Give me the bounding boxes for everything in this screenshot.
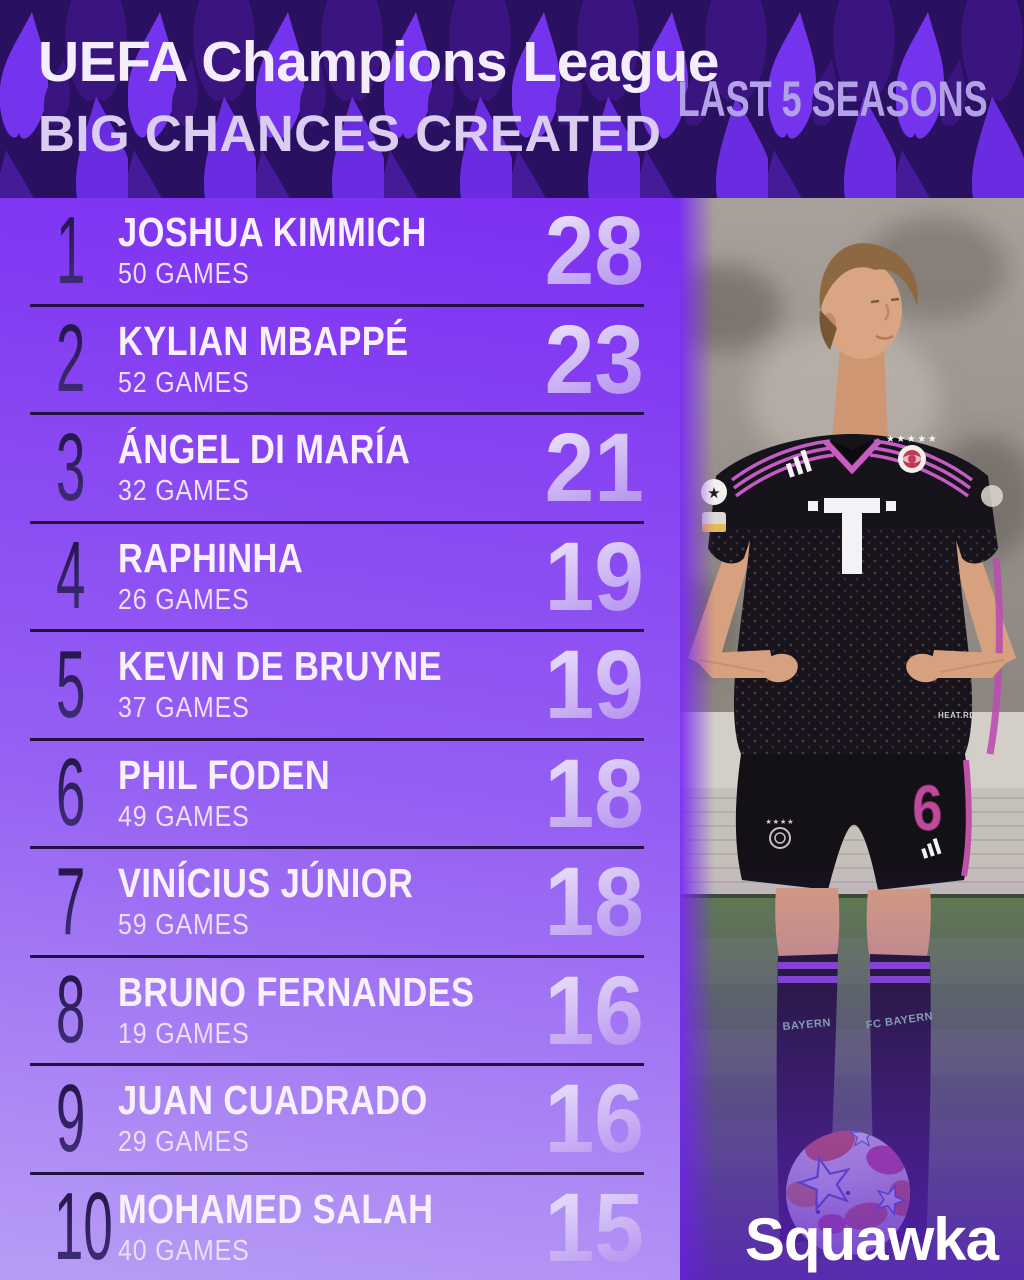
adidas-logo-icon xyxy=(785,449,812,478)
list-item: 4 RAPHINHA 26 GAMES 19 xyxy=(0,524,680,630)
games-count: 52 GAMES xyxy=(118,366,250,399)
value-number: 18 xyxy=(544,738,644,848)
rank-number: 3 xyxy=(56,413,86,521)
bayern-crest-icon: ★★★★ xyxy=(765,818,794,849)
player-photo: ★ ★★★★★ xyxy=(680,198,1024,1280)
player-name: PHIL FODEN xyxy=(118,751,331,798)
rank-number: 1 xyxy=(56,196,86,304)
value-number: 16 xyxy=(544,955,644,1065)
value-number: 19 xyxy=(544,521,644,631)
shorts: 6 ★★★★ xyxy=(735,754,972,890)
main-area: 1 JOSHUA KIMMICH 50 GAMES 28 2 KYLIAN MB… xyxy=(0,198,1024,1280)
seasons-tag: LAST 5 SEASONS xyxy=(677,71,988,127)
player-name: BRUNO FERNANDES xyxy=(118,968,475,1015)
rank-number: 5 xyxy=(56,630,86,738)
sleeve-patch-icon xyxy=(981,485,1003,507)
row-divider xyxy=(30,846,644,849)
svg-text:★★★★★: ★★★★★ xyxy=(886,434,938,445)
page-subtitle: BIG CHANCES CREATED xyxy=(38,105,662,162)
rank-number: 2 xyxy=(56,305,86,413)
flame-pattern xyxy=(0,0,1024,198)
player-name: KYLIAN MBAPPÉ xyxy=(118,317,409,364)
games-count: 49 GAMES xyxy=(118,800,250,833)
row-divider xyxy=(30,629,644,632)
row-divider xyxy=(30,1063,644,1066)
rank-number: 4 xyxy=(56,522,86,630)
page-title: UEFA Champions League xyxy=(38,30,720,94)
games-count: 37 GAMES xyxy=(118,692,250,725)
list-item: 1 JOSHUA KIMMICH 50 GAMES 28 xyxy=(0,198,680,304)
purple-overlay-bottom xyxy=(680,858,1024,1280)
games-count: 40 GAMES xyxy=(118,1234,250,1267)
list-item: 8 BRUNO FERNANDES 19 GAMES 16 xyxy=(0,958,680,1064)
svg-text:★★★★: ★★★★ xyxy=(765,818,794,826)
collar xyxy=(830,438,876,464)
player-name: VINÍCIUS JÚNIOR xyxy=(118,860,414,907)
games-count: 19 GAMES xyxy=(118,1017,250,1050)
games-count: 32 GAMES xyxy=(118,475,250,508)
rank-number: 6 xyxy=(56,739,86,847)
value-number: 21 xyxy=(544,413,644,523)
telekom-logo-icon xyxy=(808,498,896,574)
rank-number: 7 xyxy=(56,847,86,955)
player-name: MOHAMED SALAH xyxy=(118,1185,434,1232)
player-name: RAPHINHA xyxy=(118,534,304,581)
rank-number: 9 xyxy=(56,1064,86,1172)
value-number: 28 xyxy=(544,196,644,306)
row-divider xyxy=(30,412,644,415)
games-count: 59 GAMES xyxy=(118,909,250,942)
bayern-crest-icon: ★★★★★ xyxy=(886,434,938,473)
list-item: 7 VINÍCIUS JÚNIOR 59 GAMES 18 xyxy=(0,849,680,955)
list-item: 6 PHIL FODEN 49 GAMES 18 xyxy=(0,741,680,847)
shirt-number: 6 xyxy=(912,772,942,844)
player-name: KEVIN DE BRUYNE xyxy=(118,643,442,690)
list-item: 9 JUAN CUADRADO 29 GAMES 16 xyxy=(0,1066,680,1172)
adidas-logo-icon xyxy=(921,838,942,859)
value-number: 19 xyxy=(544,630,644,740)
rank-number: 8 xyxy=(56,956,86,1064)
brand-logo: Squawka xyxy=(744,1206,999,1273)
player-name: JOSHUA KIMMICH xyxy=(118,209,427,256)
player-hair xyxy=(819,243,918,310)
player-photo-illustration: ★ ★★★★★ xyxy=(680,198,1024,1280)
list-item: 10 MOHAMED SALAH 40 GAMES 15 xyxy=(0,1175,680,1280)
value-number: 23 xyxy=(544,304,644,414)
row-divider xyxy=(30,954,644,958)
value-number: 16 xyxy=(544,1064,644,1174)
value-number: 15 xyxy=(544,1172,644,1280)
header: UEFA Champions League BIG CHANCES CREATE… xyxy=(0,0,1024,198)
player-name: ÁNGEL DI MARÍA xyxy=(118,426,411,473)
games-count: 50 GAMES xyxy=(118,258,250,291)
list-item: 2 KYLIAN MBAPPÉ 52 GAMES 23 xyxy=(0,307,680,413)
heat-rdy-text: HEAT.RDY xyxy=(938,711,982,720)
row-divider xyxy=(30,520,644,524)
value-number: 18 xyxy=(544,847,644,957)
jersey: ★ ★★★★★ xyxy=(701,434,1003,755)
player-name: JUAN CUADRADO xyxy=(118,1077,428,1124)
row-divider xyxy=(30,737,644,741)
player-head xyxy=(819,243,918,446)
games-count: 29 GAMES xyxy=(118,1126,250,1159)
ranking-list: 1 JOSHUA KIMMICH 50 GAMES 28 2 KYLIAN MB… xyxy=(0,198,680,1280)
rank-number: 10 xyxy=(54,1173,113,1280)
games-count: 26 GAMES xyxy=(118,583,250,616)
row-divider xyxy=(30,1171,644,1175)
row-divider xyxy=(30,303,644,307)
list-item: 5 KEVIN DE BRUYNE 37 GAMES 19 xyxy=(0,632,680,738)
list-item: 3 ÁNGEL DI MARÍA 32 GAMES 21 xyxy=(0,415,680,521)
